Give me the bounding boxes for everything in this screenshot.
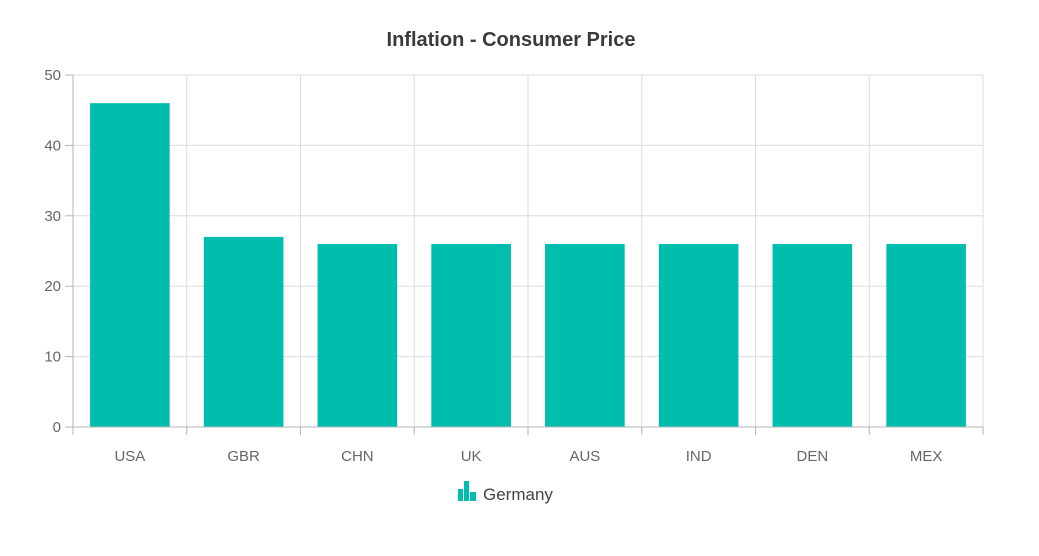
y-tick-label: 10 — [44, 349, 61, 366]
y-tick-label: 30 — [44, 208, 61, 225]
legend-icon-bar — [458, 489, 463, 501]
bar-den[interactable] — [772, 243, 853, 427]
x-tick-label: CHN — [341, 448, 374, 465]
y-tick-label: 0 — [53, 419, 61, 436]
bar-layer — [90, 103, 966, 427]
legend-icon-bar — [464, 481, 469, 501]
bar-mex[interactable] — [886, 243, 966, 427]
x-tick-label: USA — [114, 448, 145, 465]
legend[interactable]: Germany — [458, 481, 553, 504]
x-tick-label: GBR — [227, 448, 260, 465]
bar-chart-icon — [458, 481, 476, 501]
y-tick-label: 50 — [44, 67, 61, 84]
x-tick-label: IND — [686, 448, 712, 465]
bar-aus[interactable] — [545, 243, 625, 427]
x-tick-label: MEX — [910, 448, 943, 465]
chart-title: Inflation - Consumer Price — [387, 29, 636, 51]
bar-gbr[interactable] — [203, 236, 284, 427]
legend-icon-bar — [470, 492, 476, 501]
x-tick-label: AUS — [569, 448, 600, 465]
bar-ind[interactable] — [658, 243, 739, 427]
y-tick-label: 40 — [44, 137, 61, 154]
bar-uk[interactable] — [431, 243, 511, 427]
axis-layer: 0 10 20 30 40 50 USA GBR CHN UK AUS IND DEN MEX — [44, 67, 984, 465]
x-tick-label: UK — [461, 448, 482, 465]
y-tick-label: 20 — [44, 278, 61, 295]
x-tick-label: DEN — [797, 448, 829, 465]
legend-label: Germany — [483, 485, 553, 504]
bar-usa[interactable] — [90, 103, 170, 427]
bar-chn[interactable] — [317, 243, 398, 427]
